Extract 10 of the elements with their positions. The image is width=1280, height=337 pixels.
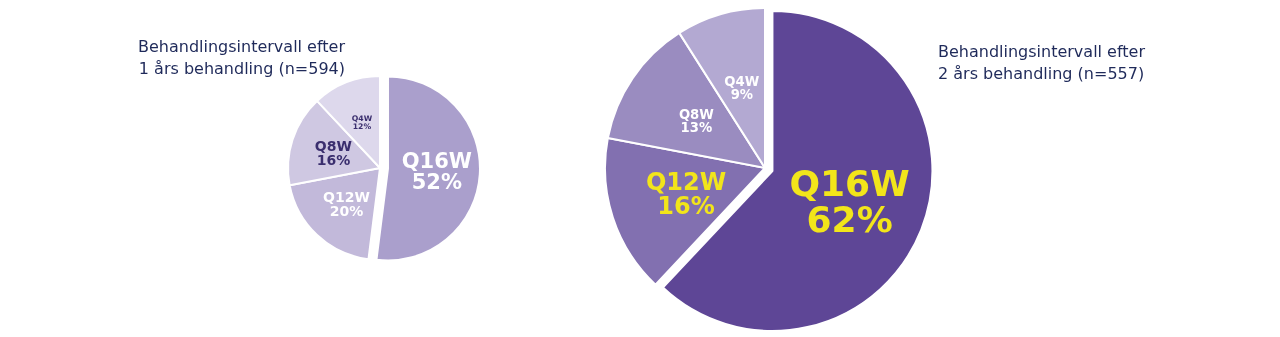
data-label: 13% (680, 120, 713, 136)
slice-label: Q16W (789, 163, 910, 204)
text: Behandlingsintervall efter 2 års behandling (n=557) (938, 41, 1146, 83)
slice-label: Q8W (314, 137, 352, 154)
slice-label: Q12W (645, 167, 727, 196)
slice-label: Q8W (678, 107, 715, 123)
slice-label: Q12W (323, 188, 370, 205)
data-label: 9% (730, 87, 754, 103)
slice-label: Q4W (724, 74, 760, 90)
chart-title: Behandlingsintervall efter 1 års behandling (n=594) (137, 36, 346, 78)
